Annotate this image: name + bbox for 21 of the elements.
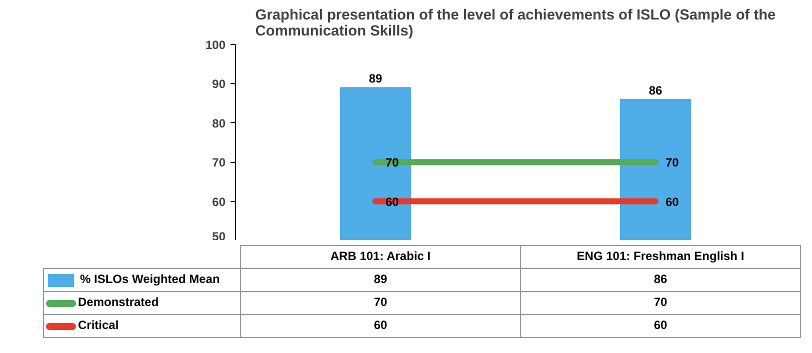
y-tick-label: 90 [212,77,226,92]
legend-label: Critical [44,314,240,338]
text: 86 [648,83,662,98]
y-tick-label: 100 [205,38,226,52]
x-tick-label: ARB 101: Arabic I [240,246,520,268]
y-tick-label: 80 [212,116,226,130]
data-label: 70 [520,292,800,314]
chart-title: Graphical presentation of the level of achievements of ISLO (Sample of the Communication Skills) [255,8,776,40]
data-label: 89 [240,268,520,292]
data-label: 60 [520,314,800,338]
data-label: 86 [520,268,800,292]
y-tick-label: 70 [212,156,226,170]
text: 70 [666,156,679,170]
legend-label: % ISLOs Weighted Mean [44,268,240,292]
x-tick-label: ENG 101: Freshman English I [520,246,800,268]
y-tick-label: 60 [212,194,226,209]
data-label: 60 [240,314,520,338]
text: 60 [666,194,679,209]
text: 89 [368,72,382,86]
legend-label: Demonstrated [44,292,240,314]
data-label: 70 [240,292,520,314]
